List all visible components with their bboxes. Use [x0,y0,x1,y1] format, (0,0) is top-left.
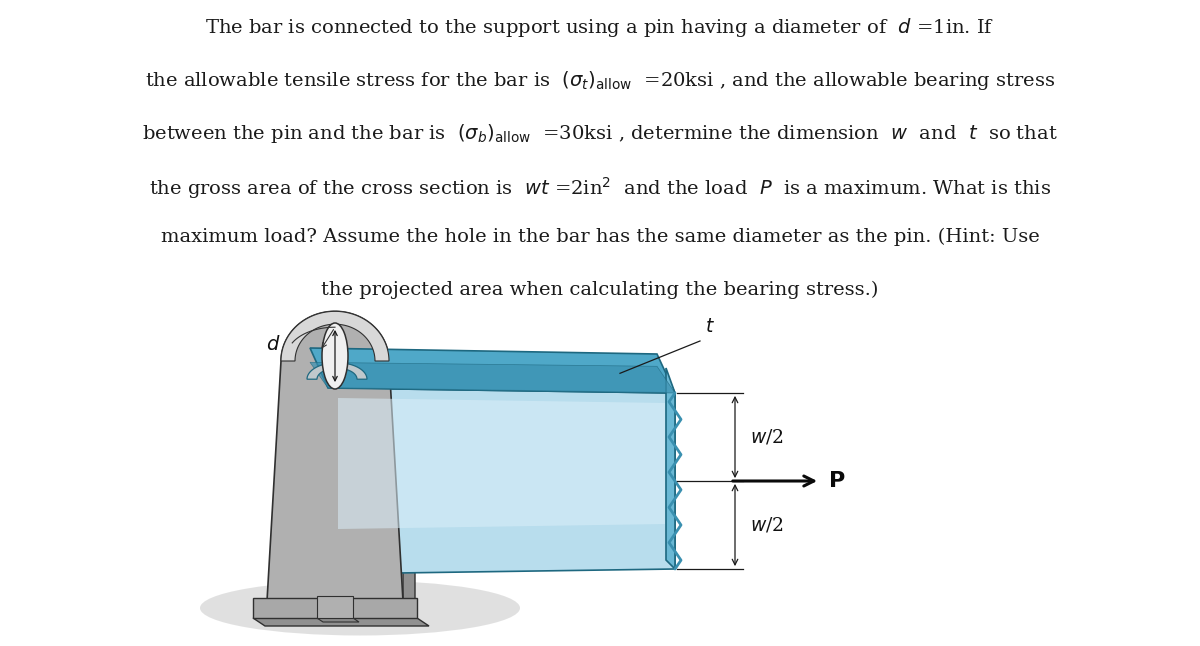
Text: the allowable tensile stress for the bar is  $({\sigma}_t)_{\mathrm{allow}}$  =2: the allowable tensile stress for the bar… [145,69,1055,92]
Text: between the pin and the bar is  $({\sigma}_b)_{\mathrm{allow}}$  =30ksi , determ: between the pin and the bar is $({\sigma… [142,122,1058,145]
Polygon shape [266,311,403,601]
Polygon shape [310,348,674,393]
Polygon shape [281,311,389,361]
Polygon shape [310,362,674,393]
Text: $\mathbf{P}$: $\mathbf{P}$ [828,470,845,492]
Text: $t$: $t$ [706,318,715,336]
Polygon shape [253,598,418,618]
Ellipse shape [322,323,348,389]
Polygon shape [666,368,674,569]
Text: $w$/2: $w$/2 [750,516,784,534]
Ellipse shape [200,581,520,636]
Polygon shape [307,362,367,379]
Polygon shape [317,596,353,618]
Text: the projected area when calculating the bearing stress.): the projected area when calculating the … [322,281,878,299]
Polygon shape [253,618,430,626]
Text: $w$/2: $w$/2 [750,428,784,446]
Text: The bar is connected to the support using a pin having a diameter of  $d$ =1in. : The bar is connected to the support usin… [205,16,995,39]
Polygon shape [338,398,665,529]
Text: the gross area of the cross section is  $wt$ =2in$^2$  and the load  $P$  is a m: the gross area of the cross section is $… [149,175,1051,201]
Polygon shape [328,388,674,574]
Polygon shape [403,361,415,609]
Polygon shape [317,618,359,622]
Text: maximum load? Assume the hole in the bar has the same diameter as the pin. (Hint: maximum load? Assume the hole in the bar… [161,228,1039,246]
Text: $d$: $d$ [265,335,281,353]
